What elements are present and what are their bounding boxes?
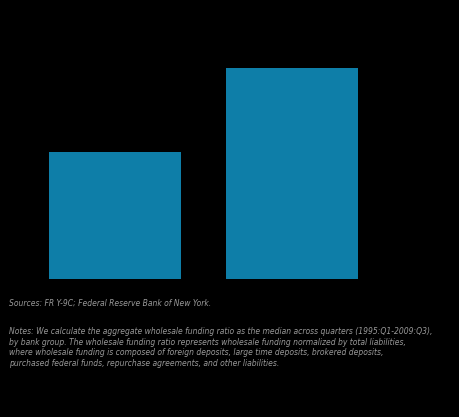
Bar [225,68,357,279]
Text: Notes: We calculate the aggregate wholesale funding ratio as the median across q: Notes: We calculate the aggregate wholes… [9,327,431,367]
Bar [49,152,181,279]
Text: Sources: FR Y-9C; Federal Reserve Bank of New York.: Sources: FR Y-9C; Federal Reserve Bank o… [9,298,211,307]
